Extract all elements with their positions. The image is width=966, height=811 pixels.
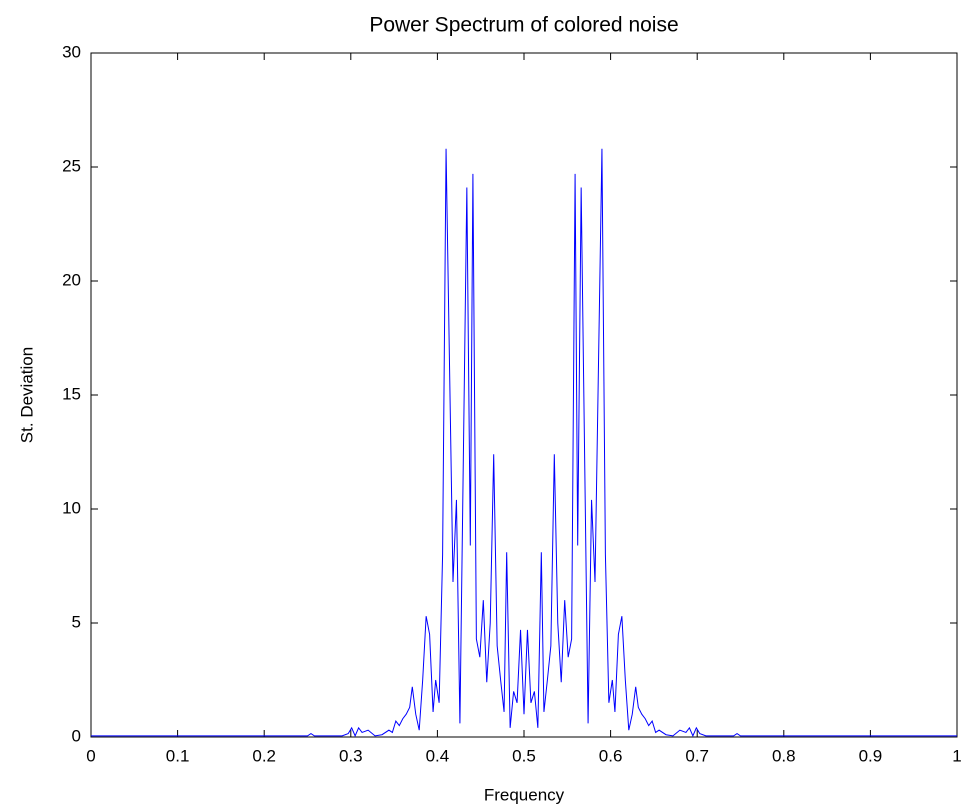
data-line [91, 148, 957, 738]
y-tick-label: 25 [62, 156, 81, 175]
x-axis-label: Frequency [484, 785, 565, 804]
x-tick-label: 0.9 [859, 746, 883, 765]
x-tick-label: 1 [952, 746, 961, 765]
x-tick-label: 0.5 [512, 746, 536, 765]
x-tick-label: 0.8 [772, 746, 796, 765]
x-tick-label: 0.6 [599, 746, 623, 765]
x-tick-label: 0.4 [426, 746, 450, 765]
x-tick-label: 0.7 [685, 746, 709, 765]
x-tick-label: 0 [86, 746, 95, 765]
x-tick-label: 0.2 [252, 746, 276, 765]
y-tick-label: 15 [62, 384, 81, 403]
y-tick-label: 10 [62, 498, 81, 517]
chart-title: Power Spectrum of colored noise [369, 14, 678, 37]
y-tick-label: 0 [72, 726, 81, 745]
y-tick-label: 30 [62, 42, 81, 61]
y-axis-label: St. Deviation [17, 347, 36, 443]
y-tick-label: 5 [72, 612, 81, 631]
x-tick-label: 0.3 [339, 746, 363, 765]
y-tick-label: 20 [62, 270, 81, 289]
x-tick-label: 0.1 [166, 746, 190, 765]
